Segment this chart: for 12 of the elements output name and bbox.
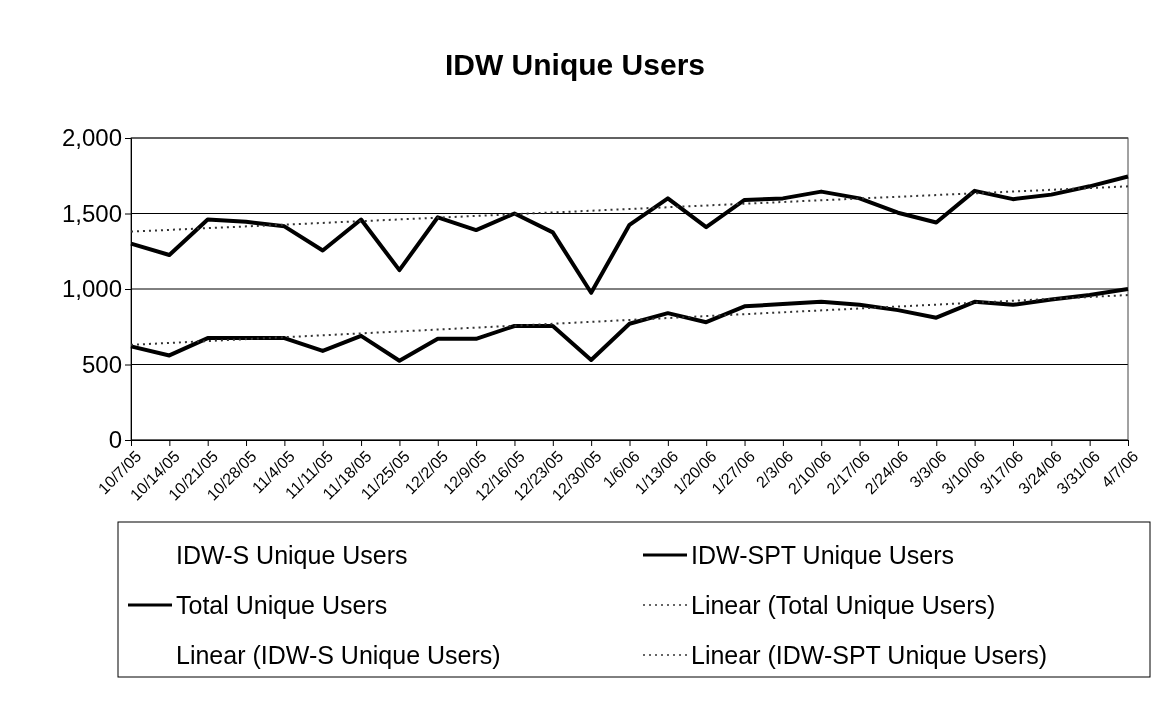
y-tick-label: 500 — [81, 350, 122, 378]
chart-title: IDW Unique Users — [444, 48, 706, 81]
legend-label: Total Unique Users — [176, 591, 388, 619]
y-tick-label: 2,000 — [61, 124, 122, 152]
legend-label: IDW-SPT Unique Users — [691, 541, 955, 569]
text: Linear (IDW-S Unique Users) — [176, 641, 501, 669]
legend-label: Linear (Total Unique Users) — [691, 591, 996, 619]
text: IDW-S Unique Users — [176, 541, 408, 569]
y-tick-label: 1,500 — [61, 199, 122, 227]
y-tick-label: 1,000 — [61, 275, 122, 303]
y-tick-label: 0 — [108, 426, 122, 454]
legend-label: Linear (IDW-SPT Unique Users) — [691, 641, 1048, 669]
